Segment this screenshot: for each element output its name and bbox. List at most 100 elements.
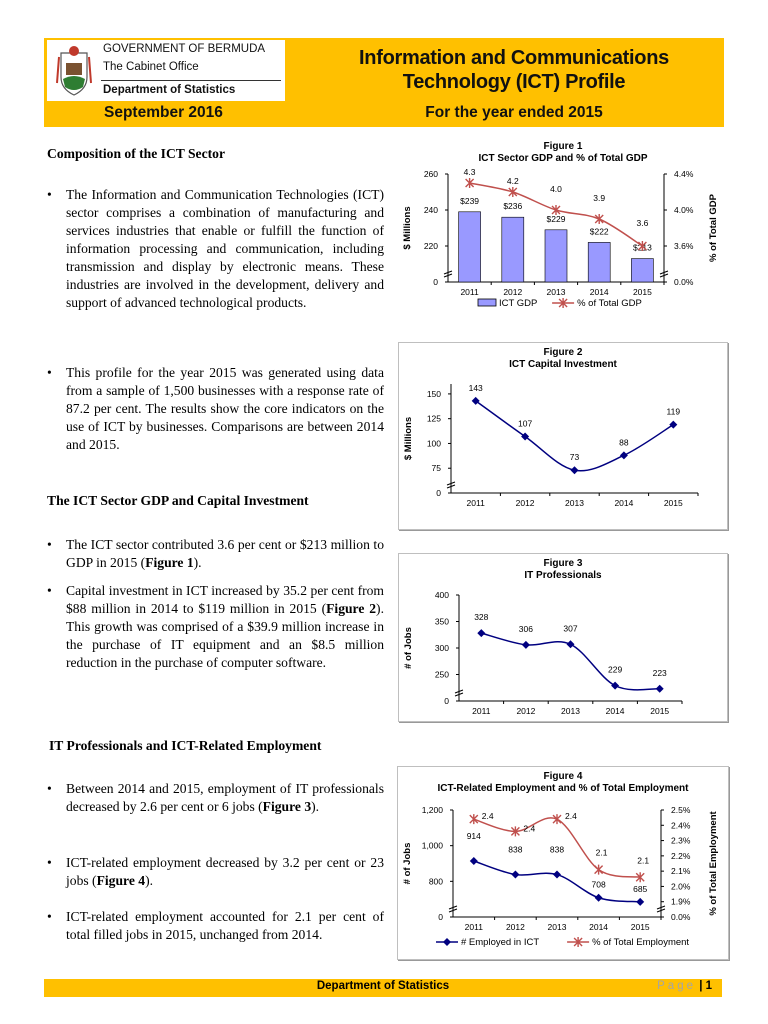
diamond-marker [443,938,451,946]
chart-title: Figure 3 [544,558,583,569]
y2-tick-label: 0.0% [674,277,694,287]
y-tick-label: 0 [444,696,449,706]
data-label: $239 [460,196,479,206]
report-date: September 2016 [104,104,223,121]
bar [458,211,481,283]
legend-item: % of Total Employment [567,937,689,948]
legend-label: % of Total Employment [592,937,689,948]
star-marker [465,178,475,188]
x-tick-label: 2011 [472,706,491,716]
y-axis-label: $ Millions [403,417,414,460]
y2-tick-label: 0.0% [671,912,691,922]
diamond-marker [669,420,678,429]
data-label: $236 [503,201,522,211]
series--employed-in-ict: 914 838 838 708 685 [467,831,648,906]
y2-tick-label: 2.0% [671,881,691,891]
y2-tick-label: 4.0% [674,205,694,215]
data-label: 229 [608,665,622,675]
page-word: Page [657,980,696,992]
x-tick-label: 2015 [633,287,652,297]
x-tick-label: 2015 [650,706,669,716]
diamond-marker [619,451,628,460]
x-tick-label: 2012 [516,706,535,716]
x-tick-label: 2013 [565,498,584,508]
page-number: Page | 1 [657,980,712,992]
chart-subtitle: IT Professionals [524,570,602,581]
y-tick-label: 0 [436,488,441,498]
y2-tick-label: 2.4% [671,820,691,830]
data-label: 685 [633,884,647,894]
y-tick-label: 260 [424,169,438,179]
page-footer: Department of Statistics Page | 1 [44,979,722,997]
data-label: 328 [474,612,488,622]
figure-4-chart: Figure 4 ICT-Related Employment and % of … [397,766,729,960]
section-heading-gdp: The ICT Sector GDP and Capital Investmen… [47,493,309,508]
y-tick-label: 400 [435,590,449,600]
star-marker [573,937,583,947]
logo-department: Department of Statistics [103,84,236,96]
y-tick-label: 800 [429,876,443,886]
x-tick-label: 2014 [590,287,609,297]
bermuda-crest-icon [56,46,92,96]
bullet-paragraph: ICT-related employment decreased by 3.2 … [47,854,384,890]
section-heading-employment: IT Professionals and ICT-Related Employm… [49,738,322,753]
y-tick-label: 240 [424,205,438,215]
y2-tick-label: 2.2% [671,851,691,861]
logo-org-name: GOVERNMENT OF BERMUDA [103,43,266,55]
x-tick-label: 2014 [589,922,608,932]
data-label: 143 [469,383,483,393]
x-tick-label: 2011 [460,287,479,297]
data-label: 88 [619,437,629,447]
series-line [473,860,641,903]
bullet-paragraph: This profile for the year 2015 was gener… [47,364,384,454]
star-marker [510,826,520,837]
chart-svg: Figure 3IT Professionals 0 250 300 350 400 # o… [403,558,683,716]
series-values: 143 107 73 88 119 [469,383,680,475]
x-tick-label: 2014 [606,706,625,716]
axis-break-mark [448,905,458,913]
axis-break-mark [656,905,666,913]
data-label: 708 [592,880,606,890]
data-label: 307 [563,623,577,633]
diamond-marker [471,396,480,405]
y2-tick-label: 2.1% [671,866,691,876]
legend-label: ICT GDP [499,298,537,309]
y-axis-label: $ Millions [402,206,413,249]
report-title-line1: Information and Communications [359,47,669,69]
data-label: 4.2 [507,176,519,186]
x-tick-label: 2012 [516,498,535,508]
star-marker [552,814,562,825]
data-label: 3.9 [593,193,605,203]
chart-subtitle: ICT Capital Investment [509,359,617,370]
series--of-total-gdp: 4.3 4.2 4.0 3.9 3.6 [464,167,649,251]
diamond-marker [511,870,520,879]
x-tick-label: 2013 [548,922,567,932]
y2-tick-label: 2.5% [671,805,691,815]
x-tick-label: 2013 [547,287,566,297]
diamond-marker [611,681,620,690]
diamond-marker [566,640,575,649]
bar [587,242,611,283]
legend-label: % of Total GDP [577,298,642,309]
legend-item: % of Total GDP [552,298,642,309]
report-header: GOVERNMENT OF BERMUDA The Cabinet Office… [44,38,724,127]
chart-title: Figure 1 [544,141,583,152]
data-label: $222 [590,226,609,236]
data-label: 223 [653,668,667,678]
y-tick-label: 300 [435,643,449,653]
y2-tick-label: 2.3% [671,836,691,846]
series--of-total-employment: 2.4 2.4 2.4 2.1 2.1 [469,811,649,883]
data-label: 2.4 [482,811,494,821]
x-tick-label: 2011 [467,498,486,508]
data-label: 838 [508,845,522,855]
diamond-marker [570,466,579,475]
star-marker [635,872,645,883]
footer-department: Department of Statistics [316,980,450,992]
logo-divider [101,80,281,81]
axis-break-mark [443,270,453,278]
axis-break-mark [446,481,456,489]
axis-break-mark [454,689,464,697]
y2-tick-label: 3.6% [674,241,694,251]
